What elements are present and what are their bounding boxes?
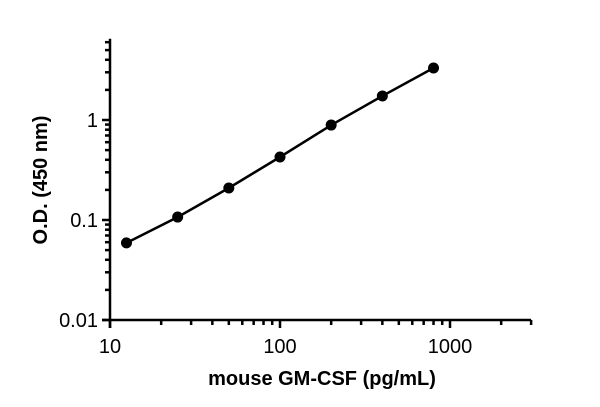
x-tick-labels: 10 100 1000 <box>99 336 472 358</box>
x-tick-label: 1000 <box>428 336 473 358</box>
x-tick-label: 100 <box>263 336 296 358</box>
data-point <box>172 211 184 223</box>
data-point <box>376 90 388 102</box>
x-axis-title: mouse GM-CSF (pg/mL) <box>208 368 436 390</box>
y-axis-title: O.D. (450 nm) <box>30 116 52 245</box>
data-point <box>325 119 337 131</box>
x-axis <box>102 318 533 328</box>
y-tick-labels: 0.01 0.1 1 <box>59 110 98 332</box>
y-tick-label: 0.1 <box>70 210 98 232</box>
data-point <box>223 182 235 194</box>
y-tick-label: 0.01 <box>59 310 98 332</box>
data-point <box>274 151 286 163</box>
data-point <box>428 62 440 74</box>
y-tick-label: 1 <box>87 110 98 132</box>
data-point <box>120 237 132 249</box>
data-series <box>120 62 440 249</box>
x-tick-label: 10 <box>99 336 121 358</box>
y-axis <box>102 38 112 328</box>
